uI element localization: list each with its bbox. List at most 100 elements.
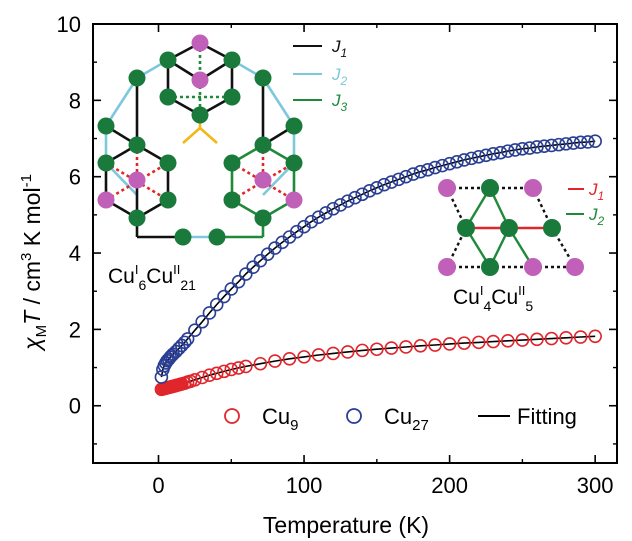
data-point-Cu27 [420, 163, 435, 177]
inset-cu9-label: CuI4CuII5 [453, 283, 533, 314]
legend-cu27-label: Cu27 [384, 404, 429, 434]
data-point-Cu9 [384, 341, 399, 355]
atom-cu-i [524, 258, 542, 276]
atom-cu-ii [159, 154, 177, 172]
inset-cu27-label: CuI6CuII21 [108, 262, 196, 293]
bond-center [182, 127, 201, 144]
atom-cu-i [191, 71, 209, 89]
y-title-sup-3: 3 [18, 253, 35, 261]
data-point-Cu9 [311, 348, 326, 362]
bond-center [199, 127, 218, 144]
data-point-Cu9 [209, 366, 224, 381]
data-point-Cu27 [530, 140, 544, 154]
data-point-Cu27 [195, 314, 209, 329]
x-tick-label: 200 [431, 473, 468, 498]
y-axis-title: χMT / cm3 K mol-1 [18, 174, 50, 352]
atom-cu-ii [208, 228, 226, 246]
atom-cu-ii [457, 219, 475, 237]
atom-cu-ii [128, 136, 146, 154]
data-point-Cu27 [340, 194, 355, 208]
data-point-Cu9 [559, 330, 573, 345]
data-point-Cu27 [304, 214, 319, 229]
atom-cu-ii [159, 88, 177, 106]
x-tick-label: 0 [152, 473, 164, 498]
data-point-Cu27 [493, 145, 508, 160]
bond-j2 [104, 77, 139, 127]
data-point-Cu9 [224, 362, 239, 377]
atom-cu-ii [174, 228, 192, 246]
data-point-Cu9 [544, 331, 559, 346]
key-j3-label-cu27: J3 [331, 91, 348, 114]
data-point-Cu9 [530, 332, 544, 347]
data-point-Cu27 [209, 297, 224, 312]
data-point-Cu9 [268, 354, 282, 368]
data-point-Cu27 [522, 141, 537, 155]
atom-cu-ii [500, 219, 518, 237]
data-point-Cu9 [486, 334, 501, 349]
atom-cu-i [128, 171, 146, 189]
data-point-Cu9 [282, 351, 297, 366]
atom-cu-i [438, 179, 456, 197]
y-title-sub-m: M [33, 325, 50, 338]
data-point-Cu27 [180, 332, 195, 346]
data-point-Cu27 [297, 219, 311, 234]
atom-cu-ii [254, 136, 272, 154]
data-point-Cu27 [515, 142, 530, 156]
y-title-t: T [19, 309, 45, 325]
atom-cu-i [254, 171, 272, 189]
y-title-chi: χ [19, 337, 45, 352]
x-axis-title: Temperature (K) [263, 512, 429, 538]
data-point-Cu27 [202, 306, 217, 320]
data-point-Cu27 [566, 136, 581, 150]
data-point-Cu27 [486, 146, 501, 161]
atom-cu-ii [223, 88, 241, 106]
atom-cu-i [191, 34, 209, 52]
atom-cu-i [97, 191, 115, 209]
data-point-Cu9 [457, 336, 471, 350]
atom-cu-ii [159, 191, 177, 209]
atom-cu-ii [128, 209, 146, 227]
data-point-Cu27 [471, 150, 486, 164]
legend: Cu9 Cu27 Fitting [224, 404, 577, 434]
atom-cu-ii [223, 191, 241, 209]
y-tick-label: 10 [57, 12, 81, 37]
data-point-Cu9 [188, 372, 202, 387]
y-tick-label: 6 [69, 165, 81, 190]
inset-cu9-key: J1 J2 [566, 180, 605, 228]
legend-cu27-marker [346, 408, 362, 424]
atom-cu-ii [481, 258, 499, 276]
x-tick-label: 300 [577, 473, 614, 498]
data-point-Cu27 [588, 134, 602, 148]
data-point-Cu27 [442, 156, 457, 171]
data-point-Cu9 [370, 342, 384, 357]
data-point-Cu27 [551, 137, 566, 152]
data-point-Cu9 [501, 334, 515, 348]
data-point-Cu9 [471, 335, 486, 350]
data-point-Cu9 [413, 339, 428, 353]
data-point-Cu27 [384, 175, 399, 189]
legend-cu9-marker [224, 408, 240, 424]
atom-cu-i [438, 258, 456, 276]
data-point-Cu27 [224, 282, 239, 296]
data-point-Cu9 [588, 329, 602, 344]
inset-cu27-key: J1 J2 J3 [293, 37, 348, 114]
data-point-Cu27 [188, 323, 202, 337]
data-point-Cu27 [537, 139, 552, 153]
legend-cu9-label: Cu9 [262, 404, 298, 434]
data-point-Cu27 [231, 274, 246, 289]
data-point-Cu27 [406, 167, 421, 181]
atom-cu-ii [223, 154, 241, 172]
series-Cu27 [154, 134, 602, 384]
data-point-Cu27 [311, 210, 326, 224]
data-point-Cu27 [217, 289, 231, 304]
y-title-sup-neg1: -1 [18, 174, 35, 187]
key-j2-label-cu27: J2 [331, 65, 348, 88]
atom-cu-ii [223, 51, 241, 69]
data-point-Cu27 [450, 155, 464, 169]
data-point-Cu27 [362, 184, 377, 198]
data-point-Cu27 [501, 144, 515, 158]
data-point-Cu27 [559, 137, 573, 151]
bond-j2 [261, 77, 296, 127]
data-point-Cu27 [435, 158, 450, 173]
